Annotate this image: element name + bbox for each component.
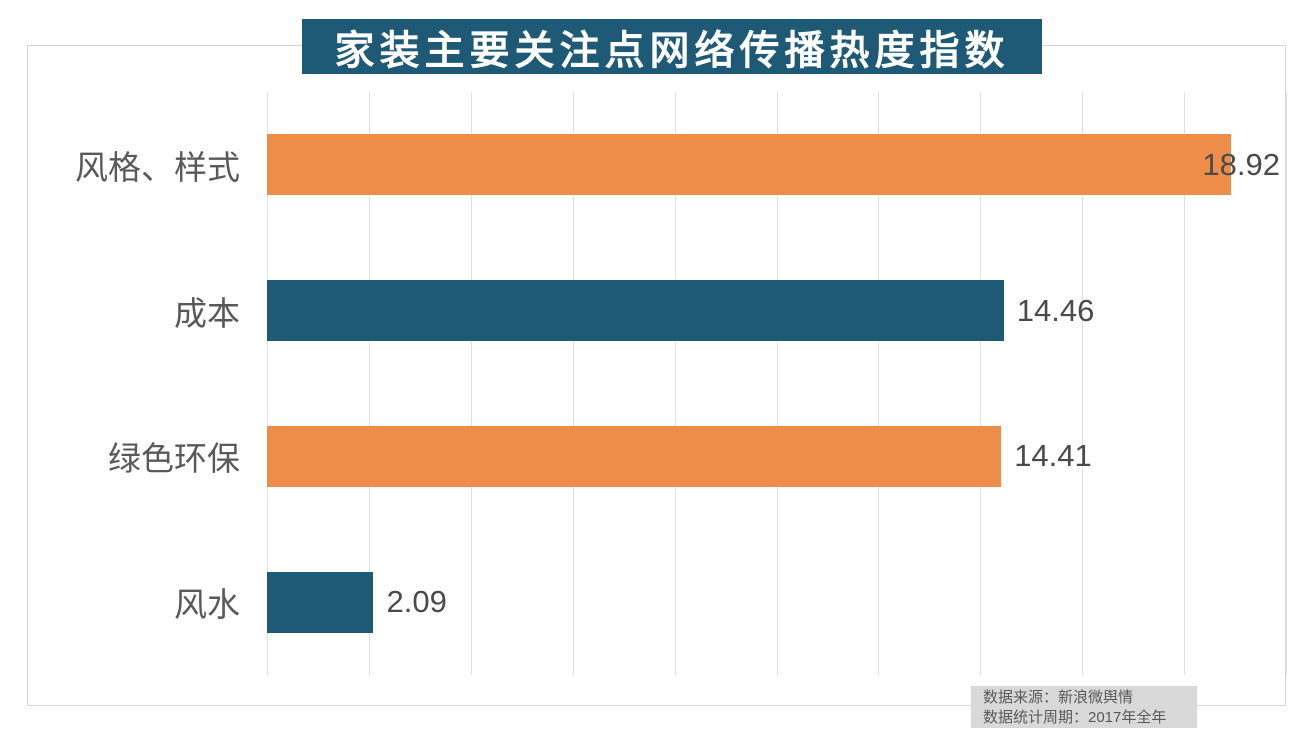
gridline-x-6	[572, 92, 574, 675]
source-note: 数据来源：新浪微舆情 数据统计周期：2017年全年	[971, 686, 1197, 728]
category-label-2: 成本	[174, 294, 240, 332]
plot-area: 18.92 14.46 14.41 2.09	[267, 92, 1287, 675]
source-line-1: 数据来源：新浪微舆情	[983, 689, 1134, 706]
value-label-2: 14.46	[1016, 292, 1095, 328]
category-label-4: 风水	[174, 586, 240, 624]
category-label-1: 风格、样式	[75, 148, 240, 186]
bar-2	[267, 280, 1004, 342]
gridline-x-0	[267, 92, 268, 675]
gridline-x-2	[368, 92, 370, 675]
gridline-x-8	[674, 92, 676, 675]
bar-3	[267, 425, 1002, 487]
chart-title: 家装主要关注点网络传播热度指数	[302, 19, 1042, 74]
gridline-x-14	[980, 92, 982, 675]
gridline-x-18	[1184, 92, 1186, 675]
source-line-2: 数据统计周期：2017年全年	[983, 709, 1167, 726]
bar-1	[267, 134, 1231, 196]
value-label-1: 18.92	[1202, 146, 1280, 182]
gridline-x-12	[878, 92, 880, 675]
gridline-x-4	[470, 92, 472, 675]
bar-4	[267, 571, 374, 633]
value-label-3: 14.41	[1014, 438, 1092, 474]
gridline-x-20	[1286, 92, 1287, 675]
category-label-3: 绿色环保	[108, 440, 240, 478]
gridline-x-16	[1082, 92, 1084, 675]
gridline-x-10	[776, 92, 778, 675]
value-label-4: 2.09	[386, 584, 447, 620]
